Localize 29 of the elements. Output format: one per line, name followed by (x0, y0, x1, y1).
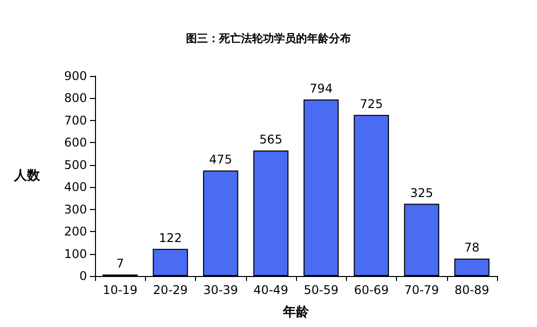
data-label: 565 (259, 132, 282, 146)
data-label: 325 (410, 186, 434, 200)
y-tick-label: 500 (64, 158, 87, 172)
x-tick-label: 40-49 (253, 283, 288, 297)
chart-title: 图三：死亡法轮功学员的年龄分布 (186, 32, 351, 45)
x-tick-label: 70-79 (404, 283, 440, 297)
x-tick-label: 60-69 (354, 283, 389, 297)
y-tick-label: 800 (64, 91, 87, 106)
y-tick-label: 0 (79, 269, 87, 283)
x-tick-label: 80-89 (454, 283, 490, 297)
y-axis-title: 人数 (13, 168, 41, 184)
y-tick-label: 400 (64, 180, 87, 194)
x-tick-label: 10-19 (102, 283, 138, 297)
x-tick-label: 30-39 (203, 283, 238, 297)
x-tick-label: 20-29 (152, 283, 188, 297)
data-label: 78 (464, 240, 480, 255)
data-label: 475 (209, 152, 232, 166)
y-tick-label: 100 (64, 246, 87, 261)
y-tick-label: 900 (64, 69, 87, 83)
data-label: 7 (116, 256, 124, 270)
y-tick-label: 300 (64, 202, 87, 216)
data-label: 725 (360, 96, 383, 111)
y-tick-label: 200 (64, 224, 87, 239)
y-tick-label: 700 (64, 113, 87, 128)
x-tick-label: 50-59 (304, 283, 339, 297)
data-label: 794 (310, 82, 333, 96)
y-tick-label: 600 (64, 136, 87, 150)
data-label: 122 (158, 230, 182, 245)
x-axis-title: 年龄 (282, 305, 310, 320)
